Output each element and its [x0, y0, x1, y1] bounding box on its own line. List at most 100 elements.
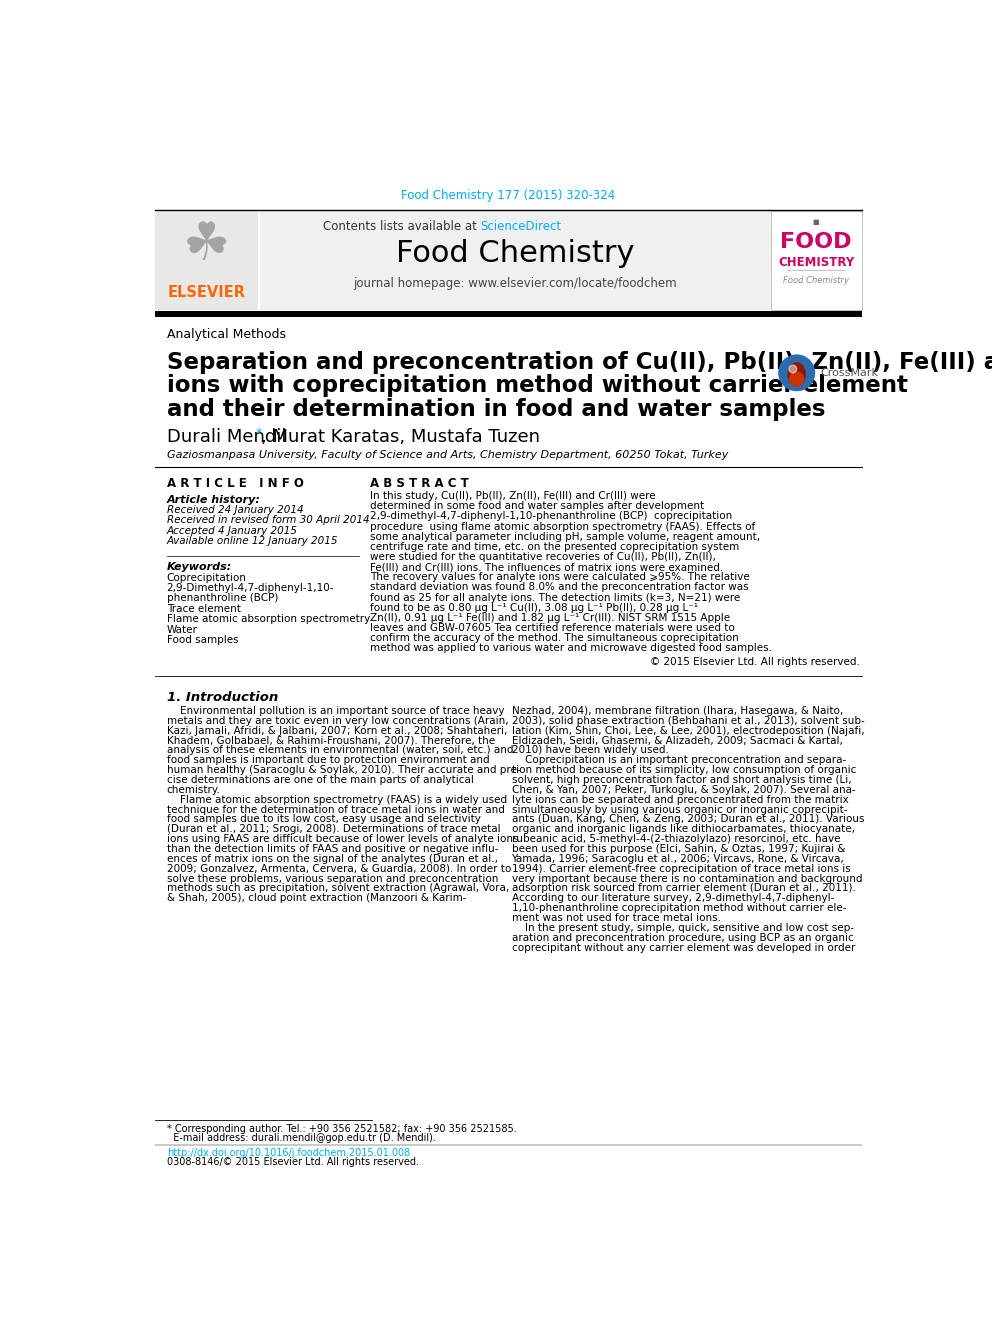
Text: Contents lists available at: Contents lists available at	[322, 220, 480, 233]
Text: Accepted 4 January 2015: Accepted 4 January 2015	[167, 525, 298, 536]
Text: solvent, high preconcentration factor and short analysis time (Li,: solvent, high preconcentration factor an…	[512, 775, 851, 785]
Text: ions using FAAS are difficult because of lower levels of analyte ions: ions using FAAS are difficult because of…	[167, 833, 518, 844]
Text: procedure  using flame atomic absorption spectrometry (FAAS). Effects of: procedure using flame atomic absorption …	[370, 521, 756, 532]
Bar	[771, 212, 862, 310]
Text: * Corresponding author. Tel.: +90 356 2521582; fax: +90 356 2521585.: * Corresponding author. Tel.: +90 356 25…	[167, 1125, 517, 1134]
Text: © 2015 Elsevier Ltd. All rights reserved.: © 2015 Elsevier Ltd. All rights reserved…	[651, 656, 860, 667]
Text: than the detection limits of FAAS and positive or negative influ-: than the detection limits of FAAS and po…	[167, 844, 498, 853]
Text: (Duran et al., 2011; Srogi, 2008). Determinations of trace metal: (Duran et al., 2011; Srogi, 2008). Deter…	[167, 824, 500, 835]
Text: ☘: ☘	[183, 220, 230, 271]
Text: CrossMark: CrossMark	[820, 368, 878, 378]
Text: Flame atomic absorption spectrometry (FAAS) is a widely used: Flame atomic absorption spectrometry (FA…	[167, 795, 507, 804]
Text: A B S T R A C T: A B S T R A C T	[370, 478, 469, 491]
Text: phenanthroline (BCP): phenanthroline (BCP)	[167, 594, 278, 603]
Text: Received 24 January 2014: Received 24 January 2014	[167, 505, 304, 515]
Text: 2,9-dimethyl-4,7-diphenyl-1,10-phenanthroline (BCP)  coprecipitation: 2,9-dimethyl-4,7-diphenyl-1,10-phenanthr…	[370, 512, 736, 521]
Text: Water: Water	[167, 624, 197, 635]
Bar	[155, 311, 862, 316]
Text: confirm the accuracy of the method. The simultaneous coprecipitation: confirm the accuracy of the method. The …	[370, 634, 739, 643]
Text: lation (Kim, Shin, Choi, Lee, & Lee, 2001), electrodeposition (Najafi,: lation (Kim, Shin, Choi, Lee, & Lee, 200…	[512, 726, 864, 736]
Text: Nezhad, 2004), membrane filtration (Ihara, Hasegawa, & Naito,: Nezhad, 2004), membrane filtration (Ihar…	[512, 706, 843, 716]
Text: FOOD: FOOD	[781, 232, 852, 251]
Text: Fe(III) and Cr(III) ions. The influences of matrix ions were examined.: Fe(III) and Cr(III) ions. The influences…	[370, 562, 724, 572]
Text: technique for the determination of trace metal ions in water and: technique for the determination of trace…	[167, 804, 505, 815]
Text: and their determination in food and water samples: and their determination in food and wate…	[167, 398, 825, 421]
Text: ■: ■	[812, 218, 819, 225]
Text: Yamada, 1996; Saracoglu et al., 2006; Vircavs, Rone, & Vircava,: Yamada, 1996; Saracoglu et al., 2006; Vi…	[512, 853, 844, 864]
Text: leaves and GBW-07605 Tea certified reference materials were used to: leaves and GBW-07605 Tea certified refer…	[370, 623, 735, 634]
Text: some analytical parameter including pH, sample volume, reagent amount,: some analytical parameter including pH, …	[370, 532, 761, 541]
Ellipse shape	[789, 363, 806, 386]
Text: Available online 12 January 2015: Available online 12 January 2015	[167, 536, 338, 546]
Text: Khadem, Golbabael, & Rahimi-Froushani, 2007). Therefore, the: Khadem, Golbabael, & Rahimi-Froushani, 2…	[167, 736, 495, 746]
Text: food samples is important due to protection environment and: food samples is important due to protect…	[167, 755, 489, 765]
Text: 2,9-Dimethyl-4,7-diphenyl-1,10-: 2,9-Dimethyl-4,7-diphenyl-1,10-	[167, 583, 334, 593]
Text: 1. Introduction: 1. Introduction	[167, 691, 278, 704]
Text: ment was not used for trace metal ions.: ment was not used for trace metal ions.	[512, 913, 720, 923]
Text: Environmental pollution is an important source of trace heavy: Environmental pollution is an important …	[167, 706, 504, 716]
Text: been used for this purpose (Elci, Sahin, & Oztas, 1997; Kujirai &: been used for this purpose (Elci, Sahin,…	[512, 844, 845, 853]
Text: 1994). Carrier element-free coprecipitation of trace metal ions is: 1994). Carrier element-free coprecipitat…	[512, 864, 850, 873]
Text: Received in revised form 30 April 2014: Received in revised form 30 April 2014	[167, 515, 369, 525]
Text: Kazi, Jamali, Afridi, & Jalbani, 2007; Korn et al., 2008; Shahtaheri,: Kazi, Jamali, Afridi, & Jalbani, 2007; K…	[167, 726, 507, 736]
Text: http://dx.doi.org/10.1016/j.foodchem.2015.01.008: http://dx.doi.org/10.1016/j.foodchem.201…	[167, 1148, 410, 1158]
Text: E-mail address: durali.mendil@gop.edu.tr (D. Mendil).: E-mail address: durali.mendil@gop.edu.tr…	[167, 1134, 435, 1143]
Text: tion method because of its simplicity, low consumption of organic: tion method because of its simplicity, l…	[512, 765, 856, 775]
Text: Food Chemistry: Food Chemistry	[783, 277, 849, 284]
Text: lyte ions can be separated and preconcentrated from the matrix: lyte ions can be separated and preconcen…	[512, 795, 848, 804]
Text: The recovery values for analyte ions were calculated ⩾95%. The relative: The recovery values for analyte ions wer…	[370, 573, 750, 582]
Text: Durali Mendil: Durali Mendil	[167, 429, 292, 446]
Circle shape	[789, 365, 797, 373]
Circle shape	[779, 355, 814, 390]
Text: coprecipitant without any carrier element was developed in order: coprecipitant without any carrier elemen…	[512, 942, 855, 953]
Text: Gaziosmanpasa University, Faculty of Science and Arts, Chemistry Department, 602: Gaziosmanpasa University, Faculty of Sci…	[167, 450, 728, 460]
Text: ELSEVIER: ELSEVIER	[167, 286, 245, 300]
Text: determined in some food and water samples after development: determined in some food and water sample…	[370, 501, 708, 511]
Text: 2003), solid phase extraction (Behbahani et al., 2013), solvent sub-: 2003), solid phase extraction (Behbahani…	[512, 716, 864, 726]
Text: human healthy (Saracoglu & Soylak, 2010). Their accurate and pre-: human healthy (Saracoglu & Soylak, 2010)…	[167, 765, 520, 775]
Text: ions with coprecipitation method without carrier element: ions with coprecipitation method without…	[167, 374, 908, 397]
Text: 1,10-phenanthroline coprecipitation method without carrier ele-: 1,10-phenanthroline coprecipitation meth…	[512, 904, 846, 913]
Text: Food Chemistry: Food Chemistry	[396, 239, 635, 269]
Text: Coprecipitation: Coprecipitation	[167, 573, 246, 582]
Text: Separation and preconcentration of Cu(II), Pb(II), Zn(II), Fe(III) and Cr(III): Separation and preconcentration of Cu(II…	[167, 351, 992, 373]
Text: rubeanic acid, 5-methyl-4-(2-thiazolylazo) resorcinol, etc. have: rubeanic acid, 5-methyl-4-(2-thiazolylaz…	[512, 833, 840, 844]
Text: , Murat Karatas, Mustafa Tuzen: , Murat Karatas, Mustafa Tuzen	[261, 429, 541, 446]
Ellipse shape	[790, 372, 804, 386]
Text: Zn(II), 0.91 μg L⁻¹ Fe(III) and 1.82 μg L⁻¹ Cr(III). NIST SRM 1515 Apple: Zn(II), 0.91 μg L⁻¹ Fe(III) and 1.82 μg …	[370, 613, 730, 623]
Text: 2010) have been widely used.: 2010) have been widely used.	[512, 745, 669, 755]
Text: aration and preconcentration procedure, using BCP as an organic: aration and preconcentration procedure, …	[512, 933, 853, 943]
Text: were studied for the quantitative recoveries of Cu(II), Pb(II), Zn(II),: were studied for the quantitative recove…	[370, 552, 716, 562]
Text: A R T I C L E   I N F O: A R T I C L E I N F O	[167, 478, 304, 491]
Text: method was applied to various water and microwave digested food samples.: method was applied to various water and …	[370, 643, 773, 654]
Text: cise determinations are one of the main parts of analytical: cise determinations are one of the main …	[167, 775, 473, 785]
Text: very important because there is no contamination and background: very important because there is no conta…	[512, 873, 862, 884]
Text: Food Chemistry 177 (2015) 320-324: Food Chemistry 177 (2015) 320-324	[402, 189, 615, 202]
Text: *: *	[256, 427, 262, 441]
Text: According to our literature survey, 2,9-dimethyl-4,7-diphenyl-: According to our literature survey, 2,9-…	[512, 893, 834, 904]
Text: ScienceDirect: ScienceDirect	[480, 220, 561, 233]
Text: simultaneously by using various organic or inorganic coprecipit-: simultaneously by using various organic …	[512, 804, 847, 815]
Text: In the present study, simple, quick, sensitive and low cost sep-: In the present study, simple, quick, sen…	[512, 923, 853, 933]
Text: ants (Duan, Kang, Chen, & Zeng, 2003; Duran et al., 2011). Various: ants (Duan, Kang, Chen, & Zeng, 2003; Du…	[512, 815, 864, 824]
Text: & Shah, 2005), cloud point extraction (Manzoori & Karim-: & Shah, 2005), cloud point extraction (M…	[167, 893, 466, 904]
Text: food samples due to its low cost, easy usage and selectivity: food samples due to its low cost, easy u…	[167, 815, 480, 824]
Text: 2009; Gonzalvez, Armenta, Cervera, & Guardia, 2008). In order to: 2009; Gonzalvez, Armenta, Cervera, & Gua…	[167, 864, 511, 873]
Text: adsorption risk sourced from carrier element (Duran et al., 2011).: adsorption risk sourced from carrier ele…	[512, 884, 855, 893]
Text: In this study, Cu(II), Pb(II), Zn(II), Fe(III) and Cr(III) were: In this study, Cu(II), Pb(II), Zn(II), F…	[370, 491, 656, 501]
Text: Food samples: Food samples	[167, 635, 238, 646]
Text: Eldizadeh, Seidi, Ghasemi, & Alizadeh, 2009; Sacmaci & Kartal,: Eldizadeh, Seidi, Ghasemi, & Alizadeh, 2…	[512, 736, 842, 746]
Text: found to be as 0.80 μg L⁻¹ Cu(II), 3.08 μg L⁻¹ Pb(II), 0.28 μg L⁻¹: found to be as 0.80 μg L⁻¹ Cu(II), 3.08 …	[370, 603, 698, 613]
Bar	[155, 212, 258, 310]
Text: organic and inorganic ligands like dithiocarbamates, thiocyanate,: organic and inorganic ligands like dithi…	[512, 824, 854, 835]
Text: Coprecipitation is an important preconcentration and separa-: Coprecipitation is an important preconce…	[512, 755, 846, 765]
Text: standard deviation was found 8.0% and the preconcentration factor was: standard deviation was found 8.0% and th…	[370, 582, 749, 593]
Text: Keywords:: Keywords:	[167, 562, 232, 572]
Text: solve these problems, various separation and preconcentration: solve these problems, various separation…	[167, 873, 498, 884]
Text: Article history:: Article history:	[167, 495, 261, 505]
Text: ences of matrix ions on the signal of the analytes (Duran et al.,: ences of matrix ions on the signal of th…	[167, 853, 498, 864]
Text: Chen, & Yan, 2007; Peker, Turkoglu, & Soylak, 2007). Several ana-: Chen, & Yan, 2007; Peker, Turkoglu, & So…	[512, 785, 855, 795]
Text: analysis of these elements in environmental (water, soil, etc.) and: analysis of these elements in environmen…	[167, 745, 513, 755]
Text: metals and they are toxic even in very low concentrations (Arain,: metals and they are toxic even in very l…	[167, 716, 508, 726]
Text: journal homepage: www.elsevier.com/locate/foodchem: journal homepage: www.elsevier.com/locat…	[353, 277, 678, 290]
